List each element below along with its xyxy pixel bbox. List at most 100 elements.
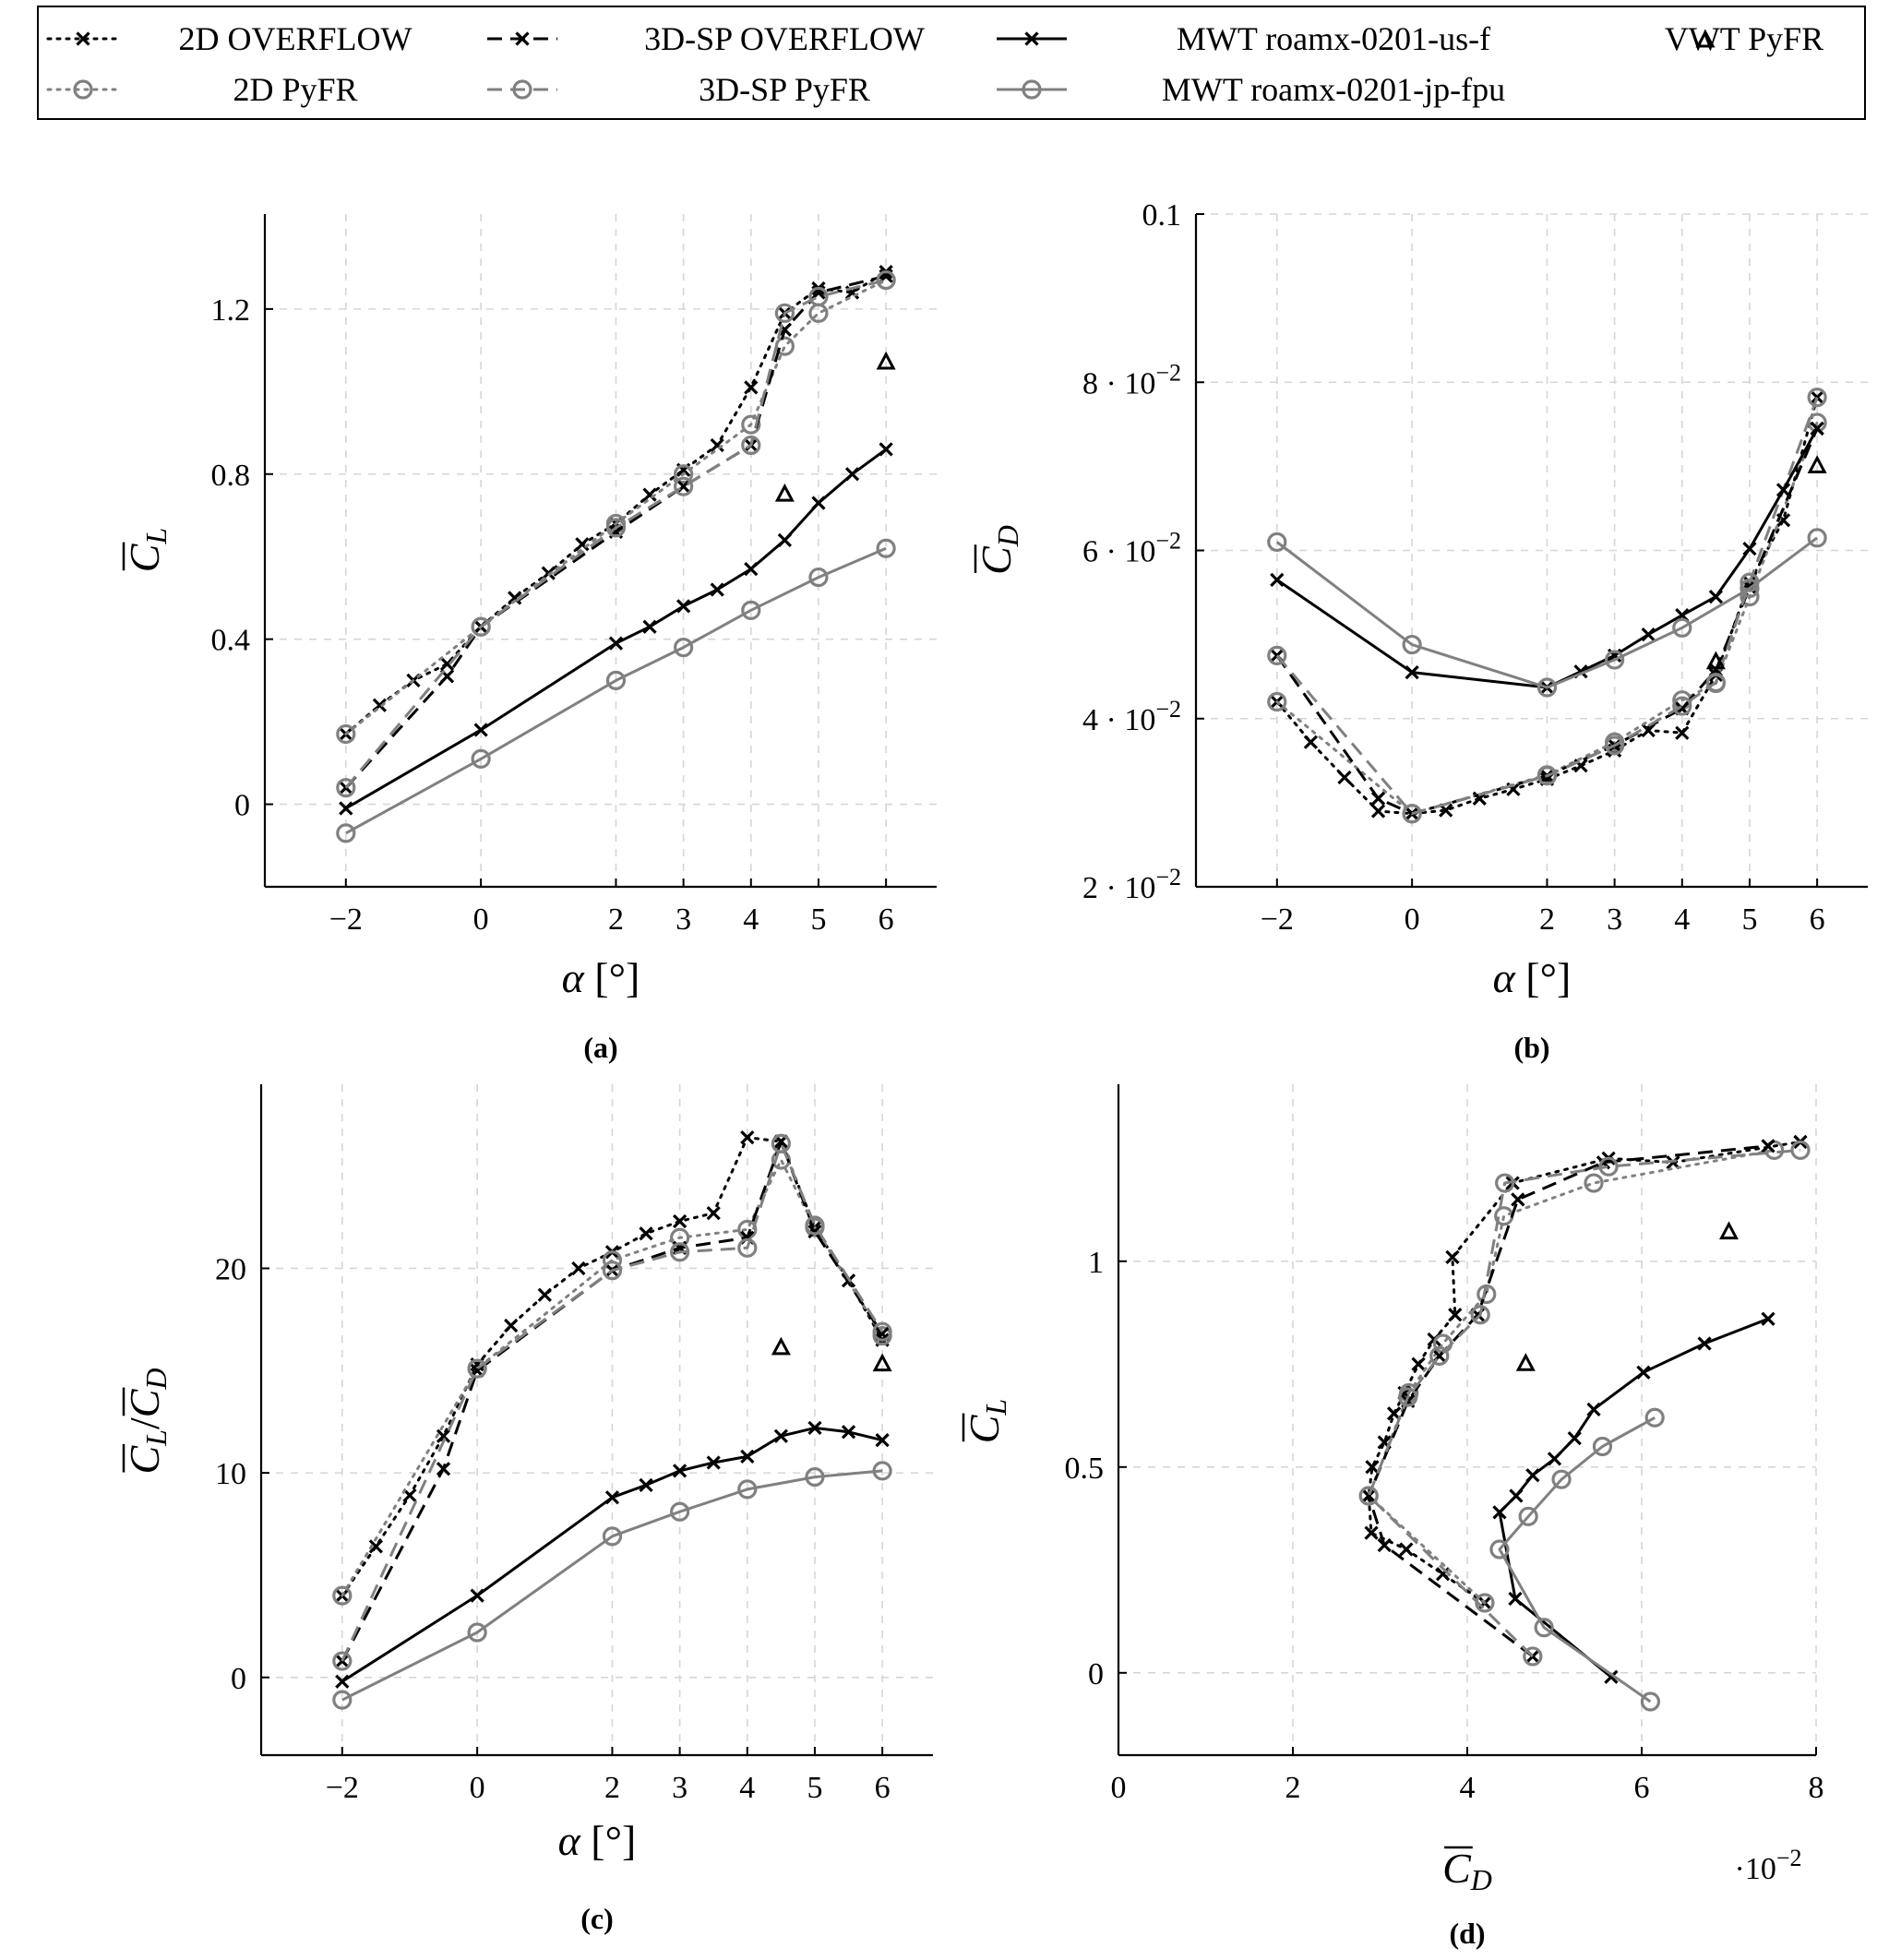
x-tick-label: 0 xyxy=(1111,1771,1127,1805)
data-point-mwtus xyxy=(1697,1336,1712,1351)
series-mwtjp xyxy=(1267,528,1827,698)
data-point-mwtus xyxy=(844,467,860,482)
legend-entry-vwt: VWT PyFR xyxy=(1665,20,1823,57)
data-point-mwtus xyxy=(1641,627,1656,642)
series-vwt xyxy=(771,1336,892,1372)
data-point-ovf2d xyxy=(710,437,724,453)
data-point-pyfr3d xyxy=(467,1358,487,1379)
data-point-ovf2d xyxy=(1445,1249,1460,1264)
series-pyfr2d xyxy=(1358,1140,1785,1613)
svg-text:CL: CL xyxy=(121,528,173,572)
data-point-ovf2d xyxy=(1370,804,1386,819)
data-point-pyfr3d xyxy=(1523,1646,1543,1667)
plots: −2 0 2 3 4 5 6 0 0.4 0.8 1.2 α [°] CL (a) −2 0 2 3 4 5 6 2 · … xyxy=(121,198,1868,1950)
y-axis-label-d: CL xyxy=(961,1399,1012,1443)
data-point-pyfr3d xyxy=(1429,1345,1450,1366)
x-tick-label: −2 xyxy=(1261,902,1294,937)
data-point-mwtus xyxy=(1270,572,1285,588)
data-point-mwtjp xyxy=(1740,578,1760,599)
y-tick-label: 10 xyxy=(215,1457,246,1491)
legend-marker-ovf3d xyxy=(515,31,530,46)
series-line-ovf3d xyxy=(1367,1144,1769,1658)
x-tick-label: 0 xyxy=(1405,902,1420,937)
legend-marker-pyfr3d xyxy=(512,79,532,100)
data-point-mwtjp xyxy=(467,1622,487,1643)
data-point-mwtus xyxy=(1405,664,1419,680)
x-tick-label: 8 xyxy=(1809,1771,1824,1805)
data-point-pyfr3d xyxy=(872,1321,892,1342)
data-point-pyfr2d xyxy=(1584,1173,1604,1193)
y-tick-label: 2 · 10−2 xyxy=(1082,864,1181,905)
y-axis-label-b: CD xyxy=(973,525,1024,575)
legend xyxy=(37,6,1866,120)
data-point-mwtus xyxy=(807,1420,822,1436)
series-mwtjp xyxy=(336,538,896,843)
x-tick-label: 6 xyxy=(879,902,894,937)
x-tick-label: 2 xyxy=(608,902,624,937)
data-point-mwtus xyxy=(1708,589,1724,604)
legend-entry-pyfr3d: 3D-SP PyFR xyxy=(487,71,870,108)
y-tick-label: 6 · 10−2 xyxy=(1082,528,1181,569)
x-tick-label: −2 xyxy=(329,902,363,937)
data-point-mwtus xyxy=(1508,1591,1523,1607)
data-point-pyfr3d xyxy=(1470,1305,1490,1325)
data-point-pyfr3d xyxy=(674,476,694,496)
series-line-pyfr3d xyxy=(341,1141,884,1662)
data-point-mwtjp xyxy=(674,638,694,658)
data-point-pyfr3d xyxy=(670,1242,690,1262)
y-tick-label: 0 xyxy=(234,789,250,823)
data-point-pyfr3d xyxy=(737,1237,758,1258)
data-point-pyfr2d xyxy=(774,336,795,356)
data-point-mwtjp xyxy=(1672,617,1692,638)
data-point-mwtus xyxy=(1742,542,1757,556)
x-tick-label: 3 xyxy=(1607,902,1622,937)
y-tick-label: 4 · 10−2 xyxy=(1082,696,1181,737)
data-point-pyfr3d xyxy=(741,435,761,456)
svg-text:CD: CD xyxy=(1442,1845,1492,1896)
data-point-mwtjp xyxy=(1551,1469,1572,1489)
x-tick-label: 4 xyxy=(739,1771,755,1805)
data-point-ovf3d xyxy=(1377,1537,1392,1553)
x-tick-label: 4 xyxy=(743,902,759,937)
data-point-vwt xyxy=(1807,455,1827,473)
series-vwt xyxy=(774,351,896,502)
data-point-ovf2d xyxy=(1364,1525,1379,1540)
data-point-mwtjp xyxy=(1807,528,1827,548)
legend-label-ovf2d: 2D OVERFLOW xyxy=(179,20,412,57)
x-tick-label: 3 xyxy=(672,1771,687,1805)
grid-d xyxy=(1118,1084,1817,1755)
data-point-mwtus xyxy=(1525,1468,1540,1483)
y-tick-label: 0 xyxy=(231,1662,246,1696)
data-point-pyfr3d xyxy=(1790,1140,1811,1160)
data-point-pyfr3d xyxy=(1536,766,1558,786)
data-point-ovf2d xyxy=(1303,735,1319,749)
y-tick-label: 8 · 10−2 xyxy=(1082,359,1181,400)
series-line-pyfr3d xyxy=(344,279,887,789)
grid-b xyxy=(1196,213,1868,888)
data-point-mwtjp xyxy=(872,1461,892,1481)
data-point-vwt xyxy=(774,483,795,502)
y-axis-label-a: CL xyxy=(121,528,173,572)
data-point-ovf3d xyxy=(436,1462,451,1476)
series-line-mwtus xyxy=(341,1426,883,1683)
data-point-mwtus xyxy=(879,442,893,457)
x-tick-label: 0 xyxy=(470,1771,485,1805)
series-mwtus xyxy=(339,442,893,816)
series-line-pyfr3d xyxy=(1367,1148,1801,1658)
data-point-ovf2d xyxy=(575,537,590,552)
data-point-pyfr2d xyxy=(332,1585,353,1606)
data-point-mwtus xyxy=(1509,1488,1524,1503)
series-vwt xyxy=(1705,455,1827,670)
data-point-mwtus xyxy=(1586,1402,1601,1416)
legend-label-vwt: VWT PyFR xyxy=(1665,20,1823,57)
data-point-mwtus xyxy=(1567,1430,1582,1446)
data-point-pyfr3d xyxy=(602,1261,623,1281)
data-point-ovf2d xyxy=(706,1206,721,1221)
series-line-pyfr3d xyxy=(1275,397,1819,816)
x-tick-label: 2 xyxy=(1285,1771,1301,1805)
data-point-mwtjp xyxy=(1534,1618,1554,1638)
svg-text:CL: CL xyxy=(961,1399,1012,1443)
legend-entry-ovf2d: 2D OVERFLOW xyxy=(46,20,412,57)
data-point-pyfr3d xyxy=(1267,645,1287,666)
